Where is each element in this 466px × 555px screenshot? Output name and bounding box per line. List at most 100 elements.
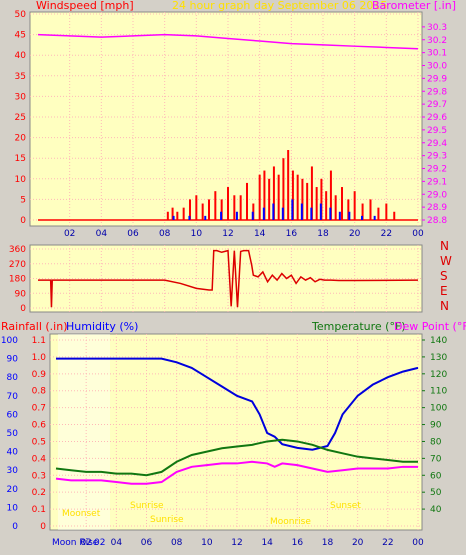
rain-y-tick-label: 0.5 (32, 437, 46, 447)
rain-y-tick-label: 0.7 (32, 404, 46, 414)
wind-x-tick-label: 18 (317, 229, 329, 239)
baro-y-tick-label: 29.7 (427, 100, 447, 110)
direction-y-tick-label: 270 (9, 260, 26, 270)
wind-y-tick-label: 40 (15, 51, 27, 61)
temp-y-tick-label: 50 (430, 488, 442, 498)
temp-y-tick-label: 80 (430, 437, 442, 447)
sunrise-label: Sunrise (130, 501, 164, 511)
baro-y-tick-label: 30.3 (427, 23, 447, 33)
humidity-y-tick-label: 20 (7, 485, 19, 495)
temp-y-tick-label: 40 (430, 505, 442, 515)
wind-direction-line (38, 249, 419, 308)
moonrise-label: Moonrise (270, 517, 311, 527)
temp-y-tick-label: 100 (430, 404, 447, 414)
direction-series (38, 249, 419, 308)
lower-x-tick-label: 20 (352, 538, 364, 548)
rain-y-tick-label: 1.0 (32, 353, 47, 363)
wind-y-tick-label: 5 (20, 195, 26, 205)
humidity-axis-title: Humidity (%) (66, 320, 138, 333)
direction-y-tick-label: 180 (9, 275, 26, 285)
wind-x-tick-label: 04 (96, 229, 108, 239)
baro-y-tick-label: 30.1 (427, 49, 447, 59)
compass-label-n: N (440, 299, 449, 313)
wind-y-tick-label: 20 (15, 134, 27, 144)
moon-band (58, 334, 110, 530)
temp-y-tick-label: 110 (430, 387, 447, 397)
temp-y-tick-label: 70 (430, 454, 442, 464)
lower-x-tick-label: 06 (141, 538, 153, 548)
temperature-axis-title: Temperature (°F) (311, 320, 406, 333)
direction-y-tick-label: 90 (15, 289, 27, 299)
temp-y-tick-label: 140 (430, 336, 447, 346)
dewpoint-axis-title: Dew Point (°F) (394, 320, 466, 333)
wind-x-tick-label: 00 (412, 229, 424, 239)
humidity-y-tick-label: 50 (7, 429, 19, 439)
wind-y-tick-label: 45 (15, 31, 26, 41)
lower-x-tick-label: 10 (201, 538, 213, 548)
wind-y-tick-label: 0 (20, 216, 26, 226)
rain-y-tick-label: 0.2 (32, 488, 46, 498)
baro-y-tick-label: 30.2 (427, 36, 447, 46)
rain-y-tick-label: 0.1 (32, 505, 46, 515)
wind-y-tick-label: 35 (15, 72, 26, 82)
chart-title: 24 hour graph day September 06 2015 (172, 0, 387, 12)
humidity-y-tick-label: 0 (12, 522, 18, 532)
lower-x-tick-label: 12 (231, 538, 242, 548)
baro-y-tick-label: 29.6 (427, 113, 447, 123)
baro-y-tick-label: 30.0 (427, 62, 447, 72)
rain-y-tick-label: 0.4 (32, 454, 47, 464)
wind-y-tick-label: 10 (15, 175, 27, 185)
baro-y-tick-label: 29.0 (427, 190, 447, 200)
baro-y-tick-label: 29.2 (427, 165, 447, 175)
baro-y-tick-label: 29.8 (427, 87, 447, 97)
humidity-y-tick-label: 70 (7, 392, 19, 402)
rain-y-tick-label: 0.8 (32, 387, 47, 397)
temp-hum-plot-area (49, 333, 423, 531)
direction-y-tick-label: 0 (20, 304, 26, 314)
wind-x-tick-label: 16 (286, 229, 298, 239)
lower-x-tick-label: 14 (261, 538, 273, 548)
lower-x-tick-label: 22 (382, 538, 393, 548)
wind-baro-plot-area (29, 11, 423, 227)
humidity-y-tick-label: 60 (7, 410, 19, 420)
dewpoint-line (55, 460, 418, 485)
compass-label-s: S (440, 269, 448, 283)
humidity-y-tick-label: 40 (7, 448, 19, 458)
lower-x-tick-label: 18 (322, 538, 334, 548)
baro-y-tick-label: 29.9 (427, 74, 447, 84)
wind-y-tick-label: 30 (15, 92, 27, 102)
compass-label-e: E (440, 284, 448, 298)
temperature-line (55, 438, 418, 477)
temp-y-tick-label: 90 (430, 421, 442, 431)
temp-y-tick-label: 120 (430, 370, 447, 380)
baro-y-tick-label: 29.1 (427, 177, 447, 187)
temp-hum-grid (50, 334, 422, 530)
baro-y-tick-label: 29.3 (427, 152, 447, 162)
temp-y-tick-label: 60 (430, 471, 442, 481)
moon-rise-label: Moon Rise (52, 538, 99, 548)
lower-x-tick-label: 04 (111, 538, 123, 548)
wind-baro-axes: 0 5 10 15 20 25 30 35 40 45 50 28.8 28.9 29.0 29.1 29.2… (15, 10, 448, 239)
temp-hum-series (55, 357, 419, 485)
wind-baro-series (37, 33, 419, 221)
wind-y-tick-label: 15 (15, 154, 26, 164)
lower-x-tick-label: 00 (412, 538, 424, 548)
wind-x-tick-label: 08 (159, 229, 171, 239)
humidity-y-tick-label: 90 (7, 355, 19, 365)
direction-axes: 0 90 180 270 360 (9, 245, 26, 314)
wind-x-tick-label: 22 (381, 229, 392, 239)
compass-label-w: W (440, 254, 452, 268)
humidity-y-tick-label: 100 (1, 336, 18, 346)
windspeed-axis-title: Windspeed [mph] (36, 0, 134, 12)
baro-y-tick-label: 28.8 (427, 216, 447, 226)
sunset-label: Sunset (330, 501, 361, 511)
moon-time-label: 02 (94, 538, 105, 548)
wind-x-tick-label: 20 (349, 229, 361, 239)
wind-x-tick-label: 06 (127, 229, 139, 239)
baro-y-tick-label: 28.9 (427, 203, 447, 213)
moonset-label: Moonset (62, 509, 101, 519)
wind-y-tick-label: 25 (15, 113, 26, 123)
barometer-line (37, 33, 419, 50)
